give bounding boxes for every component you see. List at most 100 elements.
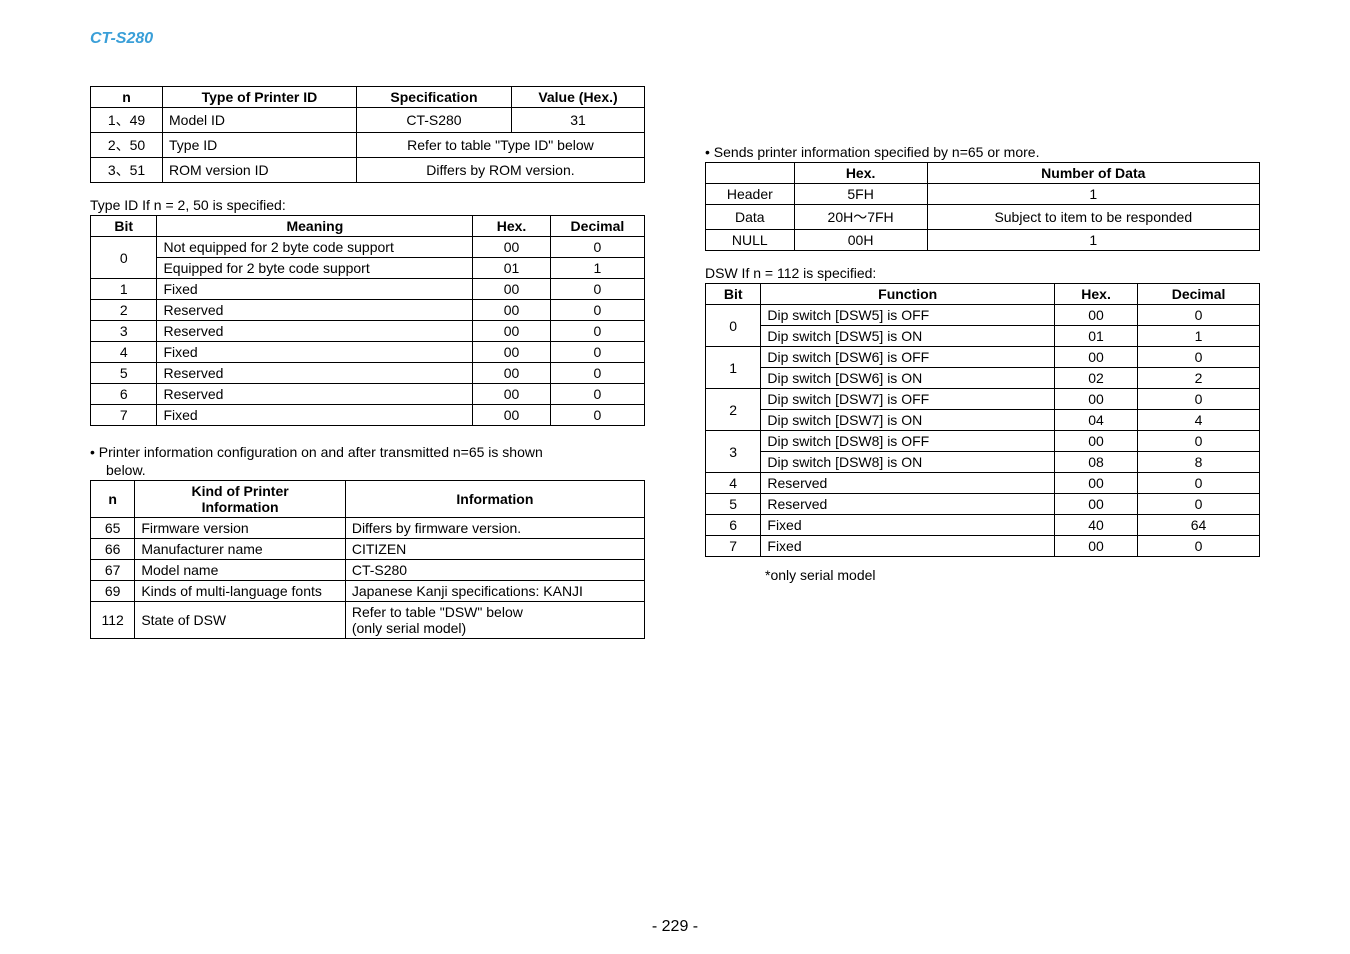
cell: Data [706, 205, 795, 230]
cell: ROM version ID [163, 158, 357, 183]
cell: 1、49 [91, 108, 163, 133]
cell: 0 [550, 321, 644, 342]
cell: 7 [706, 536, 761, 557]
cell: Reserved [157, 321, 473, 342]
table-row: 1、49 Model ID CT-S280 31 [91, 108, 645, 133]
cell: 0 [1138, 305, 1260, 326]
cell: 00 [473, 321, 551, 342]
cell: 1 [706, 347, 761, 389]
table-row: 6Reserved000 [91, 384, 645, 405]
table-row: 1Fixed000 [91, 279, 645, 300]
table-row: 3Dip switch [DSW8] is OFF000 [706, 431, 1260, 452]
table-row: Header5FH1 [706, 184, 1260, 205]
right-column: • Sends printer information specified by… [705, 86, 1260, 649]
th-n: n [91, 481, 135, 518]
cell: 0 [1138, 431, 1260, 452]
cell: 65 [91, 518, 135, 539]
cell: Japanese Kanji specifications: KANJI [345, 581, 644, 602]
cell: 3、51 [91, 158, 163, 183]
th-val: Value (Hex.) [512, 87, 645, 108]
table-header-row: Hex. Number of Data [706, 163, 1260, 184]
table-row: 6Fixed4064 [706, 515, 1260, 536]
cell: 02 [1055, 368, 1138, 389]
table-row: 3、51 ROM version ID Differs by ROM versi… [91, 158, 645, 183]
cell: Refer to table "DSW" below(only serial m… [345, 602, 644, 639]
table-row: 0Dip switch [DSW5] is OFF000 [706, 305, 1260, 326]
page-content: CT-S280 n Type of Printer ID Specificati… [0, 0, 1350, 669]
table-row: 2、50 Type ID Refer to table "Type ID" be… [91, 133, 645, 158]
th-kind: Kind of PrinterInformation [135, 481, 346, 518]
dsw-table: Bit Function Hex. Decimal 0Dip switch [D… [705, 283, 1260, 557]
cell: Dip switch [DSW8] is OFF [761, 431, 1055, 452]
cell: 4 [1138, 410, 1260, 431]
cell: 1 [927, 184, 1259, 205]
cell: 00 [1055, 431, 1138, 452]
cell: 00 [1055, 347, 1138, 368]
page-number: - 229 - [0, 918, 1350, 936]
cell: Fixed [157, 405, 473, 426]
cell: 40 [1055, 515, 1138, 536]
cell: 00 [473, 279, 551, 300]
th-hex: Hex. [794, 163, 927, 184]
table-row: Dip switch [DSW7] is ON044 [706, 410, 1260, 431]
table-row: 66Manufacturer nameCITIZEN [91, 539, 645, 560]
cell: 64 [1138, 515, 1260, 536]
dsw-caption: DSW If n = 112 is specified: [705, 265, 1260, 281]
sends-bullet: • Sends printer information specified by… [705, 144, 1260, 160]
cell: 0 [91, 237, 157, 279]
cell: 00 [1055, 494, 1138, 515]
typeid-table: Bit Meaning Hex. Decimal 0Not equipped f… [90, 215, 645, 426]
table-row: 65Firmware versionDiffers by firmware ve… [91, 518, 645, 539]
info-bullet: • Printer information configuration on a… [90, 444, 645, 460]
cell: Fixed [157, 342, 473, 363]
cell: 4 [91, 342, 157, 363]
cell: Dip switch [DSW6] is OFF [761, 347, 1055, 368]
cell: 5 [91, 363, 157, 384]
th-num: Number of Data [927, 163, 1259, 184]
cell: Type ID [163, 133, 357, 158]
cell: 31 [512, 108, 645, 133]
cell: State of DSW [135, 602, 346, 639]
table-row: NULL00H1 [706, 230, 1260, 251]
cell: 00 [473, 237, 551, 258]
cell: 0 [706, 305, 761, 347]
th-n: n [91, 87, 163, 108]
th-spec: Specification [356, 87, 511, 108]
cell: Dip switch [DSW5] is OFF [761, 305, 1055, 326]
th-dec: Decimal [1138, 284, 1260, 305]
cell: Dip switch [DSW7] is OFF [761, 389, 1055, 410]
cell: 3 [706, 431, 761, 473]
table-row: Equipped for 2 byte code support011 [91, 258, 645, 279]
info-bullet-cont: below. [106, 462, 645, 478]
th-blank [706, 163, 795, 184]
cell: Firmware version [135, 518, 346, 539]
th-meaning: Meaning [157, 216, 473, 237]
th-bit: Bit [91, 216, 157, 237]
table-header-row: Bit Function Hex. Decimal [706, 284, 1260, 305]
cell: 0 [1138, 389, 1260, 410]
cell: 1 [927, 230, 1259, 251]
cell: 00 [473, 363, 551, 384]
cell: 0 [1138, 473, 1260, 494]
table-row: 7Fixed000 [706, 536, 1260, 557]
cell: Fixed [761, 536, 1055, 557]
cell: 8 [1138, 452, 1260, 473]
th-dec: Decimal [550, 216, 644, 237]
cell: 2、50 [91, 133, 163, 158]
cell: 00 [473, 384, 551, 405]
cell: 04 [1055, 410, 1138, 431]
cell: 0 [550, 405, 644, 426]
cell: 3 [91, 321, 157, 342]
table-row: 67Model nameCT-S280 [91, 560, 645, 581]
printer-id-table: n Type of Printer ID Specification Value… [90, 86, 645, 183]
cell: 01 [1055, 326, 1138, 347]
cell: 00 [473, 342, 551, 363]
cell: 6 [706, 515, 761, 536]
table-row: 3Reserved000 [91, 321, 645, 342]
th-func: Function [761, 284, 1055, 305]
typeid-caption: Type ID If n = 2, 50 is specified: [90, 197, 645, 213]
cell: 1 [1138, 326, 1260, 347]
table-row: 1Dip switch [DSW6] is OFF000 [706, 347, 1260, 368]
cell: Reserved [157, 300, 473, 321]
table-row: 7Fixed000 [91, 405, 645, 426]
